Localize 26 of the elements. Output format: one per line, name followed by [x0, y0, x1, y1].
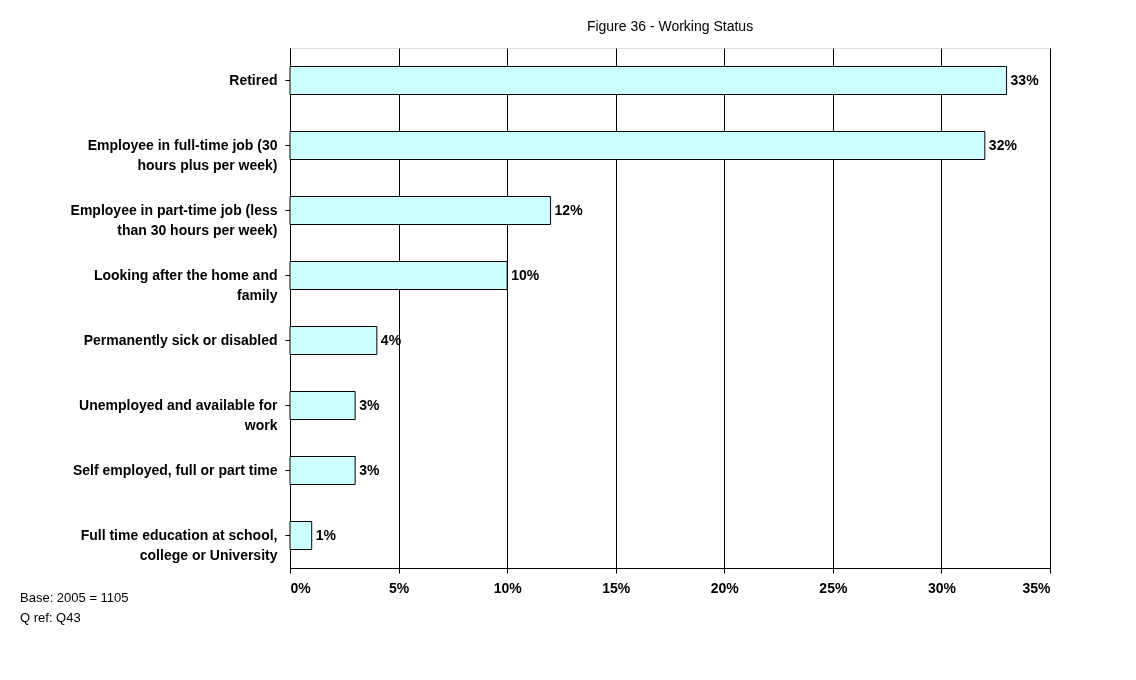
y-tick-label: Permanently sick or disabled [83, 331, 278, 348]
y-tick-label: Self employed, full or part time [72, 461, 278, 478]
data-label: 1% [315, 526, 337, 543]
chart-title: Figure 36 - Working Status [586, 18, 754, 34]
data-label: 3% [359, 396, 380, 413]
x-tick-label: 0% [290, 579, 312, 596]
y-tick-label: Employee in full-time job (30 hours plus per week) [87, 136, 278, 173]
data-label: 3% [359, 461, 380, 478]
x-tick-label: 25% [819, 579, 848, 596]
data-label: 12% [554, 201, 584, 218]
data-label: 33% [1010, 71, 1040, 88]
y-tick-label: Retired [229, 71, 278, 88]
x-tick-label: 5% [388, 579, 410, 596]
data-label: 10% [511, 266, 540, 283]
x-tick-label: 15% [602, 579, 631, 596]
y-tick-label: Full time education at school, college or University [80, 526, 278, 563]
x-tick-label: 10% [493, 579, 523, 596]
y-tick-label: Looking after the home and family [93, 266, 278, 303]
x-tick-label: 30% [927, 579, 957, 596]
text: Q ref: Q43 [20, 610, 81, 625]
data-label: 32% [988, 136, 1018, 153]
y-tick-label: Employee in part-time job (less than 30 hours per week) [70, 201, 278, 238]
y-tick-label: Unemployed and available for work [79, 396, 279, 433]
x-tick-label: 20% [710, 579, 740, 596]
x-tick-label: 35% [1022, 579, 1052, 596]
text: Base: 2005 = 1105 [20, 590, 129, 605]
